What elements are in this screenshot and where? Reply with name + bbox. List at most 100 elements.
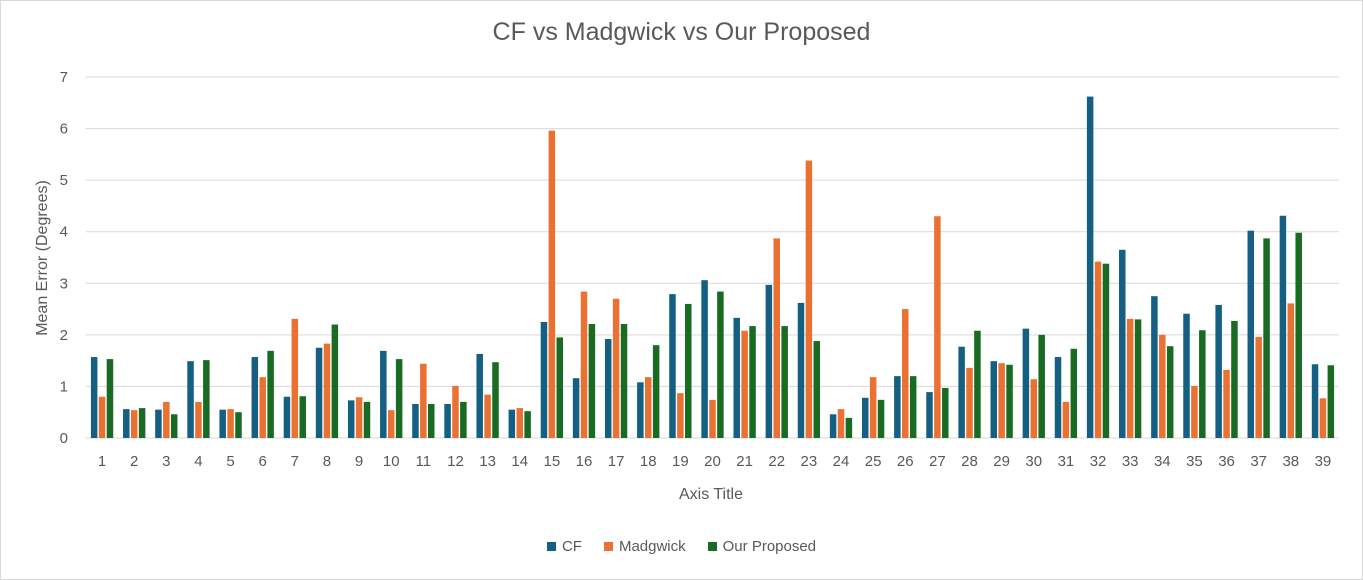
chart-title: CF vs Madgwick vs Our Proposed bbox=[492, 18, 871, 46]
bar-madgwick-24 bbox=[837, 409, 845, 438]
x-tick-label: 17 bbox=[608, 453, 625, 470]
bar-madgwick-39 bbox=[1319, 398, 1327, 438]
bar-our-proposed-4 bbox=[203, 360, 210, 438]
bar-madgwick-1 bbox=[98, 396, 106, 438]
bar-cf-26 bbox=[894, 376, 901, 438]
x-tick-label: 21 bbox=[736, 453, 753, 470]
bar-our-proposed-38 bbox=[1295, 232, 1302, 438]
bar-madgwick-7 bbox=[291, 318, 299, 438]
bar-our-proposed-14 bbox=[524, 411, 531, 438]
x-tick-label: 30 bbox=[1025, 453, 1042, 470]
bar-madgwick-37 bbox=[1255, 336, 1262, 438]
y-tick-labels: 0 1 2 3 4 5 6 7 bbox=[60, 69, 68, 447]
bar-cf-34 bbox=[1151, 296, 1158, 438]
bar-our-proposed-25 bbox=[877, 399, 885, 438]
bar-our-proposed-30 bbox=[1038, 334, 1045, 438]
x-tick-label: 27 bbox=[929, 453, 946, 470]
legend-label: Madgwick bbox=[618, 538, 686, 555]
legend-label: Our Proposed bbox=[722, 538, 817, 555]
x-axis-label: Axis Title bbox=[679, 486, 743, 503]
x-tick-label: 2 bbox=[130, 453, 138, 470]
bar-cf-16 bbox=[572, 378, 580, 438]
bar-cf-12 bbox=[444, 403, 451, 438]
bar-cf-10 bbox=[380, 350, 387, 438]
bar-madgwick-29 bbox=[998, 363, 1005, 438]
x-tick-label: 9 bbox=[355, 453, 363, 470]
bar-our-proposed-10 bbox=[395, 359, 403, 438]
bar-cf-31 bbox=[1054, 357, 1062, 438]
x-tick-label: 4 bbox=[194, 453, 202, 470]
bar-madgwick-26 bbox=[902, 309, 909, 438]
bar-our-proposed-2 bbox=[138, 408, 146, 438]
y-tick-label: 2 bbox=[60, 327, 68, 344]
bar-cf-30 bbox=[1022, 328, 1030, 438]
x-tick-label: 18 bbox=[640, 453, 657, 470]
bar-cf-38 bbox=[1279, 215, 1287, 438]
bar-madgwick-14 bbox=[516, 408, 523, 438]
x-tick-label: 38 bbox=[1282, 453, 1299, 470]
x-tick-label: 10 bbox=[383, 453, 400, 470]
x-tick-label: 6 bbox=[259, 453, 267, 470]
legend-label: CF bbox=[561, 538, 582, 555]
bar-cf-33 bbox=[1119, 249, 1126, 438]
legend-swatch bbox=[546, 542, 556, 551]
bar-madgwick-30 bbox=[1030, 379, 1038, 438]
bar-madgwick-36 bbox=[1223, 369, 1230, 438]
bar-cf-37 bbox=[1247, 230, 1255, 438]
bar-cf-18 bbox=[637, 382, 644, 438]
bar-madgwick-15 bbox=[548, 130, 556, 438]
y-axis-label: Mean Error (Degrees) bbox=[34, 180, 51, 336]
bar-our-proposed-19 bbox=[685, 303, 692, 438]
bar-madgwick-10 bbox=[387, 410, 395, 438]
legend-swatch bbox=[707, 542, 717, 551]
bar-cf-28 bbox=[958, 346, 965, 438]
bar-our-proposed-17 bbox=[620, 324, 628, 438]
bar-cf-19 bbox=[669, 294, 676, 438]
bar-cf-27 bbox=[926, 392, 933, 438]
x-tick-label: 1 bbox=[98, 453, 106, 470]
bar-cf-35 bbox=[1183, 313, 1190, 438]
bar-cf-36 bbox=[1215, 304, 1222, 438]
x-tick-label: 23 bbox=[801, 453, 818, 470]
gridlines bbox=[86, 76, 1339, 439]
x-tick-label: 35 bbox=[1186, 453, 1203, 470]
bar-our-proposed-31 bbox=[1070, 348, 1078, 438]
y-tick-label: 1 bbox=[60, 378, 68, 395]
bar-our-proposed-29 bbox=[1006, 364, 1013, 438]
y-tick-label: 6 bbox=[60, 121, 68, 138]
y-tick-label: 4 bbox=[60, 224, 68, 241]
x-tick-label: 3 bbox=[162, 453, 170, 470]
bar-madgwick-22 bbox=[773, 238, 781, 438]
y-tick-label: 5 bbox=[60, 172, 68, 189]
legend-swatch bbox=[603, 542, 613, 551]
x-tick-label: 8 bbox=[323, 453, 331, 470]
bar-madgwick-19 bbox=[677, 393, 684, 438]
bar-cf-2 bbox=[123, 409, 130, 438]
bar-madgwick-28 bbox=[966, 367, 973, 438]
legend-item-madgwick: Madgwick bbox=[603, 538, 686, 555]
bar-cf-32 bbox=[1086, 96, 1094, 438]
bar-cf-29 bbox=[990, 361, 997, 438]
bar-madgwick-11 bbox=[420, 363, 427, 438]
bar-cf-24 bbox=[829, 414, 837, 438]
bar-our-proposed-22 bbox=[781, 326, 788, 438]
x-tick-label: 14 bbox=[511, 453, 528, 470]
legend-item-our-proposed: Our Proposed bbox=[707, 538, 817, 555]
bar-madgwick-35 bbox=[1191, 385, 1198, 438]
x-tick-label: 12 bbox=[447, 453, 464, 470]
x-tick-label: 16 bbox=[576, 453, 593, 470]
bar-cf-25 bbox=[861, 397, 869, 438]
bar-cf-17 bbox=[604, 338, 612, 438]
x-tick-label: 25 bbox=[865, 453, 882, 470]
x-tick-label: 19 bbox=[672, 453, 689, 470]
bar-our-proposed-7 bbox=[299, 396, 306, 438]
bar-our-proposed-26 bbox=[909, 376, 917, 438]
bar-our-proposed-39 bbox=[1327, 365, 1335, 438]
bar-madgwick-33 bbox=[1126, 318, 1134, 438]
bar-madgwick-9 bbox=[355, 397, 363, 438]
bar-madgwick-38 bbox=[1287, 303, 1295, 438]
bar-madgwick-18 bbox=[644, 377, 652, 438]
bar-madgwick-34 bbox=[1159, 334, 1166, 438]
x-tick-label: 5 bbox=[226, 453, 234, 470]
